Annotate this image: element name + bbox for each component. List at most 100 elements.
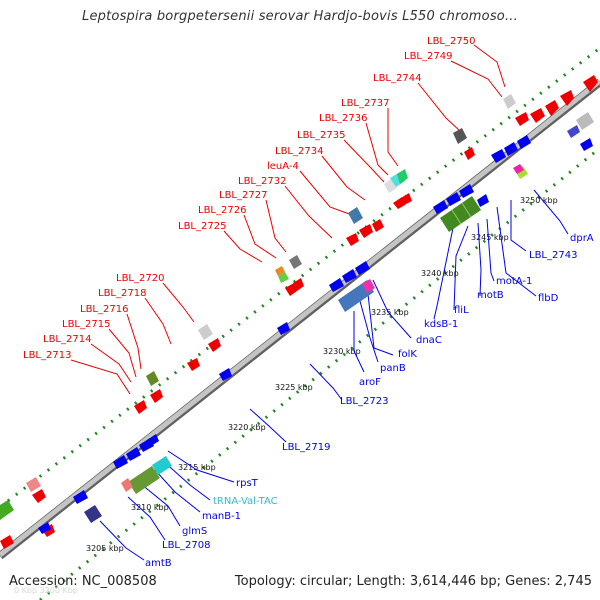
gene-label: fliL [454, 305, 469, 316]
reverse-gene-arrow[interactable] [583, 75, 598, 92]
upper-features[interactable] [0, 75, 598, 549]
reverse-gene-arrow[interactable] [530, 108, 545, 123]
feature-box[interactable] [198, 324, 213, 340]
lower-leader-lines [99, 189, 569, 561]
forward-gene-arrow[interactable] [277, 322, 290, 335]
gene-label: LBL_2749 [404, 51, 452, 62]
forward-gene-arrow[interactable] [504, 142, 518, 156]
gene-label: LBL_2732 [238, 176, 286, 187]
lower-gene-labels: dprA LBL_2743 flbD motA-1 motB fliL kdsB… [145, 233, 594, 569]
forward-gene-arrow[interactable] [219, 368, 232, 381]
forward-gene-arrow[interactable] [477, 194, 489, 207]
feature-box[interactable] [0, 500, 14, 520]
feature-box[interactable] [513, 164, 524, 174]
gene-label: LBL_2719 [282, 442, 330, 453]
feature-box[interactable] [275, 266, 285, 276]
gene-label: LBL_2750 [427, 36, 475, 47]
gene-label: LBL_2743 [529, 250, 577, 261]
forward-gene-arrow[interactable] [567, 125, 580, 138]
reverse-gene-arrow[interactable] [346, 233, 359, 246]
scale-label: 3230 kbp [323, 347, 361, 356]
feature-box[interactable] [503, 94, 516, 109]
reverse-gene-arrow[interactable] [293, 278, 304, 291]
reverse-gene-arrow[interactable] [42, 524, 55, 537]
faint-scale-text: 0 Kbp 3200 Kbp [14, 586, 78, 595]
forward-gene-arrow[interactable] [329, 278, 344, 292]
gene-label: LBL_2734 [275, 146, 323, 157]
reverse-gene-arrow[interactable] [464, 147, 475, 160]
reverse-gene-arrow[interactable] [545, 100, 559, 116]
gene-label: glmS [182, 526, 207, 537]
gene-label: motA-1 [496, 276, 532, 287]
gene-block-divider [461, 202, 472, 218]
gene-label: kdsB-1 [424, 319, 458, 330]
gene-block[interactable] [440, 196, 481, 232]
gene-label: folK [398, 349, 417, 360]
feature-box[interactable] [152, 456, 172, 475]
forward-gene-arrow[interactable] [433, 200, 448, 214]
scale-label: 3250 kbp [520, 196, 558, 205]
reverse-gene-arrow[interactable] [134, 400, 147, 414]
forward-gene-arrow[interactable] [147, 434, 159, 446]
feature-box[interactable] [26, 477, 41, 492]
reverse-gene-arrow[interactable] [560, 90, 574, 106]
feature-box[interactable] [348, 207, 363, 224]
gene-label: LBL_2716 [80, 304, 128, 315]
feature-box[interactable] [397, 169, 408, 184]
forward-gene-arrow[interactable] [126, 447, 141, 461]
feature-box[interactable] [121, 478, 133, 492]
forward-gene-arrow[interactable] [342, 269, 357, 283]
feature-box[interactable] [576, 112, 594, 130]
forward-gene-arrow[interactable] [113, 455, 128, 469]
scale-labels: 3205 kbp 3210 kbp 3215 kbp 3220 kbp 3225… [86, 196, 558, 553]
reverse-gene-arrow[interactable] [150, 389, 163, 403]
gene-label: aroF [359, 377, 381, 388]
upper-gene-labels: LBL_2750 LBL_2749 LBL_2744 LBL_2737 LBL_… [23, 36, 475, 361]
reverse-gene-arrow[interactable] [208, 338, 221, 352]
upper-leader-lines [70, 44, 506, 395]
gene-block-divider [451, 209, 462, 225]
gene-label: LBL_2713 [23, 350, 71, 361]
forward-gene-arrow[interactable] [38, 522, 51, 534]
gene-label: leuA-4 [267, 161, 299, 172]
gene-label: LBL_2744 [373, 73, 421, 84]
reverse-gene-arrow[interactable] [372, 219, 384, 232]
reverse-gene-arrow[interactable] [0, 535, 14, 549]
reverse-gene-arrow[interactable] [359, 224, 373, 238]
map-title: Leptospira borgpetersenii serovar Hardjo… [82, 9, 518, 24]
forward-gene-arrow[interactable] [73, 490, 88, 504]
gene-label: LBL_2736 [319, 113, 367, 124]
gene-label: motB [477, 290, 504, 301]
reverse-gene-arrow[interactable] [285, 283, 297, 296]
feature-box[interactable] [128, 466, 160, 494]
gene-label: LBL_2714 [43, 334, 91, 345]
gene-label: dprA [570, 233, 594, 244]
gene-label: LBL_2735 [297, 130, 345, 141]
forward-gene-arrow[interactable] [491, 149, 506, 163]
forward-gene-arrow[interactable] [355, 261, 370, 275]
scale-label: 3205 kbp [86, 544, 124, 553]
lower-features[interactable] [0, 112, 594, 534]
scale-label: 3220 kbp [228, 423, 266, 432]
reverse-gene-arrow[interactable] [32, 489, 46, 503]
feature-box[interactable] [362, 279, 375, 293]
gene-label: LBL_2723 [340, 396, 388, 407]
reverse-gene-arrow[interactable] [515, 112, 529, 126]
gene-label: panB [380, 363, 406, 374]
feature-box[interactable] [289, 255, 302, 269]
forward-gene-arrow[interactable] [446, 192, 461, 206]
feature-box[interactable] [278, 272, 289, 283]
gene-label: LBL_2727 [219, 190, 267, 201]
accession-text: Accession: NC_008508 [9, 574, 157, 589]
forward-gene-arrow[interactable] [459, 184, 474, 198]
feature-box[interactable] [84, 505, 102, 523]
reverse-gene-arrow[interactable] [187, 358, 200, 371]
forward-gene-arrow[interactable] [580, 138, 593, 151]
gene-label: manB-1 [202, 511, 241, 522]
feature-box[interactable] [146, 371, 159, 386]
feature-box[interactable] [453, 128, 467, 144]
reverse-gene-arrow[interactable] [401, 193, 412, 205]
forward-gene-arrow[interactable] [517, 135, 531, 149]
gene-label: LBL_2715 [62, 319, 110, 330]
